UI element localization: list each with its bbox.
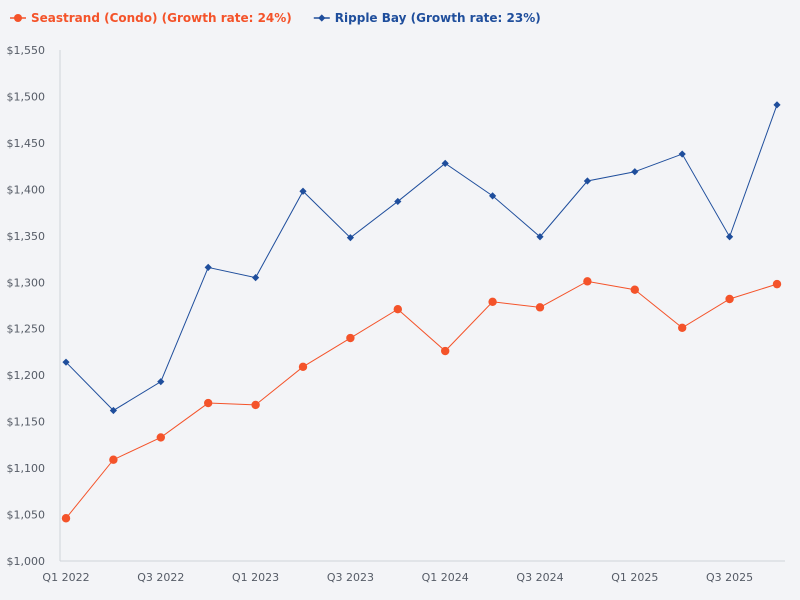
data-point[interactable] [773, 101, 781, 109]
legend-marker [14, 14, 22, 22]
data-point[interactable] [678, 150, 686, 158]
data-point[interactable] [251, 400, 260, 410]
y-tick-label: $1,100 [7, 462, 46, 475]
data-point[interactable] [346, 234, 354, 242]
series-line [65, 280, 778, 519]
y-tick-label: $1,350 [7, 230, 46, 243]
data-point[interactable] [394, 197, 402, 206]
series-layer [61, 101, 782, 523]
data-point[interactable] [109, 455, 118, 464]
data-point[interactable] [535, 303, 545, 312]
data-point[interactable] [536, 233, 544, 241]
y-tick-label: $1,450 [7, 137, 46, 150]
series-1 [61, 277, 782, 523]
legend-item-2[interactable]: Ripple Bay (Growth rate: 23%) [313, 11, 541, 25]
data-point[interactable] [109, 406, 117, 415]
data-point[interactable] [772, 279, 782, 289]
y-tick-label: $1,000 [7, 555, 46, 568]
legend-item-1[interactable]: Seastrand (Condo) (Growth rate: 24%) [10, 11, 292, 25]
y-tick-label: $1,150 [7, 416, 46, 429]
data-point[interactable] [489, 192, 497, 200]
data-point[interactable] [298, 362, 308, 372]
y-tick-label: $1,550 [7, 44, 46, 57]
series-line [65, 104, 778, 412]
data-point[interactable] [61, 514, 71, 523]
data-point[interactable] [204, 398, 213, 408]
data-point[interactable] [725, 294, 734, 304]
data-point[interactable] [252, 274, 260, 282]
data-point[interactable] [157, 378, 165, 386]
data-point[interactable] [441, 159, 449, 167]
x-tick-label: Q3 2025 [706, 571, 753, 584]
data-point[interactable] [678, 323, 687, 332]
y-tick-label: $1,250 [7, 323, 46, 336]
data-point[interactable] [583, 177, 591, 185]
data-point[interactable] [156, 433, 165, 442]
x-tick-label: Q3 2022 [137, 571, 184, 584]
data-point[interactable] [631, 168, 639, 176]
legend-marker [318, 14, 326, 22]
data-point[interactable] [346, 333, 355, 343]
y-tick-label: $1,200 [7, 369, 46, 382]
data-point[interactable] [62, 358, 70, 366]
y-axis: $1,000 $1,050 $1,100 $1,150 $1,200 $1,250 $1,3… [7, 44, 61, 568]
legend-label: Ripple Bay (Growth rate: 23%) [335, 11, 541, 25]
y-tick-label: $1,400 [7, 183, 46, 196]
series-2 [62, 101, 781, 415]
data-point[interactable] [204, 263, 212, 272]
x-axis: Q1 2022 Q3 2022 Q1 2023 Q3 2023 Q1 2024 Q3 20… [42, 560, 785, 584]
legend: Seastrand (Condo) (Growth rate: 24%) Ripp… [10, 11, 541, 25]
x-tick-label: Q3 2023 [327, 571, 374, 584]
data-point[interactable] [393, 305, 402, 314]
y-tick-label: $1,300 [7, 276, 46, 289]
data-point[interactable] [726, 233, 734, 241]
x-tick-label: Q3 2024 [516, 571, 563, 584]
x-tick-label: Q1 2022 [42, 571, 89, 584]
data-point[interactable] [630, 285, 639, 294]
x-tick-label: Q1 2024 [422, 571, 469, 584]
data-point[interactable] [488, 297, 497, 306]
data-point[interactable] [441, 346, 450, 356]
x-tick-label: Q1 2023 [232, 571, 279, 584]
y-tick-label: $1,050 [7, 509, 46, 522]
x-tick-label: Q1 2025 [611, 571, 658, 584]
data-point[interactable] [583, 277, 592, 286]
y-tick-label: $1,500 [7, 90, 46, 103]
legend-label: Seastrand (Condo) (Growth rate: 24%) [31, 11, 292, 25]
data-point[interactable] [299, 187, 307, 195]
